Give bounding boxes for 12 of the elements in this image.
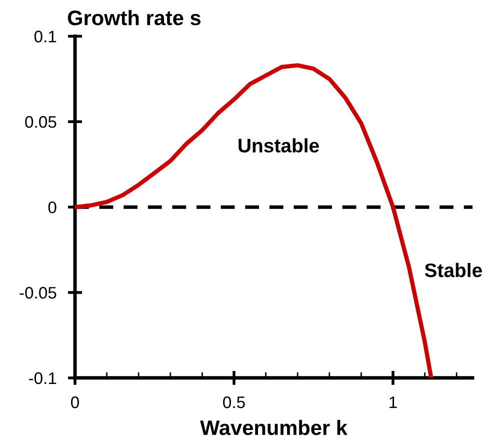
x-tick-label: 0	[71, 396, 79, 408]
y-tick-label: -0.1	[28, 372, 56, 384]
annotation: Unstable	[238, 138, 319, 153]
y-tick-label: 0.1	[34, 30, 56, 42]
y-tick-label: 0	[48, 201, 56, 214]
y-axis-title: Growth rate s	[68, 10, 200, 26]
x-axis-title: Wavenumber k	[200, 420, 348, 436]
annotation: Stable	[424, 262, 482, 278]
y-tick-label: -0.05	[20, 286, 56, 299]
x-tick-label: 1	[390, 396, 397, 408]
x-tick-label: 0.5	[223, 396, 245, 408]
y-tick-label: 0.05	[25, 116, 56, 128]
